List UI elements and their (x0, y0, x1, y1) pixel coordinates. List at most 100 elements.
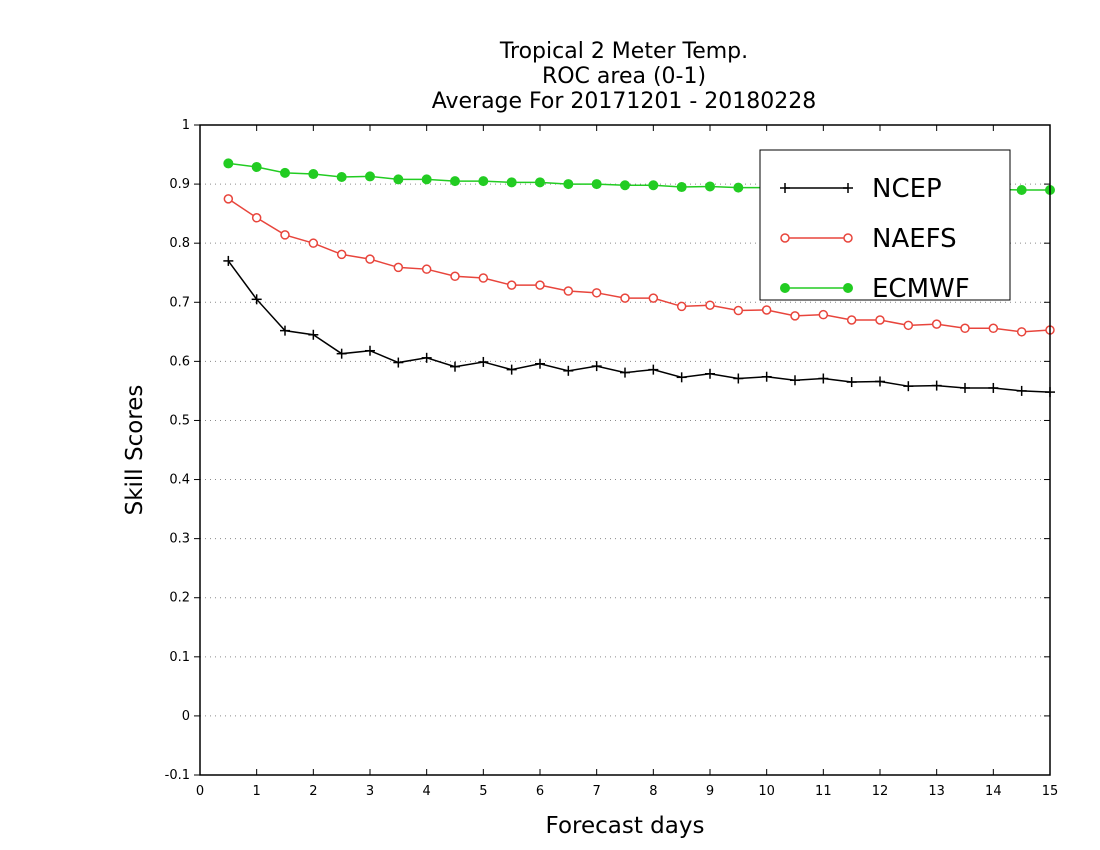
data-point-ncep (960, 382, 970, 393)
data-point-naefs (591, 288, 602, 298)
x-tick-label: 9 (706, 784, 714, 799)
data-point-naefs (308, 238, 319, 248)
legend-marker (780, 283, 790, 293)
x-tick-label: 10 (758, 784, 775, 799)
data-point-ncep (790, 375, 800, 386)
data-point-ncep (478, 356, 489, 367)
series-naefs (223, 194, 1055, 337)
data-point-ncep (818, 373, 829, 384)
x-tick-label: 14 (985, 784, 1002, 799)
y-tick-label: 0.7 (169, 295, 190, 310)
data-point-ncep (620, 367, 630, 378)
data-point-ecmwf (676, 182, 687, 193)
legend-marker (843, 233, 853, 243)
data-point-naefs (393, 262, 404, 273)
data-point-ncep (535, 358, 545, 369)
x-tick-label: 15 (1042, 784, 1059, 799)
data-point-ecmwf (421, 174, 432, 185)
y-tick-label: -0.1 (165, 768, 190, 783)
data-point-naefs (421, 264, 432, 274)
legend-label-naefs: NAEFS (872, 224, 957, 254)
y-tick-label: 0.3 (169, 532, 190, 547)
data-point-ncep (705, 368, 715, 379)
data-point-ecmwf (393, 174, 404, 185)
legend-item-naefs: NAEFS (780, 224, 957, 254)
data-point-ecmwf (591, 179, 602, 190)
x-tick-label: 8 (649, 784, 657, 799)
series-ncep (223, 255, 1055, 398)
data-point-ncep (365, 345, 375, 356)
data-point-ecmwf (280, 167, 290, 178)
x-axis-label: Forecast days (546, 813, 705, 839)
data-point-ncep (251, 294, 262, 305)
data-point-naefs (676, 301, 687, 312)
legend-item-ecmwf: ECMWF (780, 274, 970, 304)
data-point-naefs (790, 311, 800, 321)
y-tick-label: 0.5 (169, 413, 190, 428)
data-point-ecmwf (223, 158, 234, 169)
data-point-ecmwf (365, 171, 375, 182)
data-point-naefs (818, 309, 829, 320)
x-tick-label: 3 (366, 784, 374, 799)
data-point-ncep (393, 357, 404, 368)
legend-label-ecmwf: ECMWF (872, 274, 970, 304)
x-tick-label: 13 (928, 784, 945, 799)
x-tick-label: 12 (872, 784, 889, 799)
data-point-ncep (903, 381, 914, 392)
y-tick-label: 0.1 (169, 650, 190, 665)
data-point-naefs (875, 315, 885, 325)
x-tick-label: 5 (479, 784, 487, 799)
data-point-ncep (761, 371, 772, 382)
data-point-ncep (308, 329, 319, 340)
legend-marker (843, 283, 853, 293)
y-tick-label: 0.6 (169, 354, 190, 369)
x-axis-ticks: 0 1 2 3 4 5 6 7 8 9 10 11 12 13 14 15 (196, 125, 1058, 799)
x-tick-label: 6 (536, 784, 544, 799)
data-point-naefs (648, 293, 659, 303)
data-point-ncep (1016, 385, 1027, 396)
x-tick-label: 1 (253, 784, 261, 799)
data-point-naefs (251, 213, 262, 223)
data-point-ecmwf (251, 161, 262, 172)
legend-item-ncep: NCEP (780, 174, 942, 204)
data-point-naefs (988, 323, 999, 334)
data-point-ecmwf (336, 172, 347, 182)
legend-marker (843, 183, 853, 193)
x-tick-label: 4 (423, 784, 431, 799)
y-tick-label: 0.8 (169, 236, 190, 251)
data-point-naefs (280, 230, 290, 240)
data-point-naefs (506, 280, 517, 290)
data-point-ncep (506, 364, 517, 375)
data-point-naefs (450, 271, 460, 282)
data-point-ncep (450, 361, 460, 372)
x-tick-label: 11 (815, 784, 832, 799)
data-point-naefs (903, 320, 914, 331)
data-point-ncep (421, 352, 432, 363)
data-point-ecmwf (478, 176, 489, 187)
chart-title-line-2: ROC area (0-1) (542, 64, 706, 89)
data-point-ncep (846, 377, 857, 388)
data-point-ecmwf (450, 176, 460, 187)
data-point-ecmwf (535, 177, 545, 188)
data-point-naefs (478, 273, 489, 283)
chart-title-line-3: Average For 20171201 - 20180228 (432, 89, 817, 114)
data-point-ecmwf (620, 180, 630, 191)
data-point-naefs (223, 194, 234, 204)
y-tick-label: 0 (182, 709, 190, 724)
data-point-ncep (988, 382, 999, 393)
x-tick-label: 2 (309, 784, 317, 799)
data-point-ncep (223, 255, 234, 266)
y-axis-label: Skill Scores (122, 385, 148, 516)
data-point-ncep (931, 380, 942, 391)
y-tick-label: 1 (182, 118, 190, 133)
y-tick-label: 0.4 (169, 473, 190, 488)
y-tick-label: 0.2 (169, 591, 190, 606)
data-point-naefs (705, 300, 715, 310)
y-tick-label: 0.9 (169, 177, 190, 192)
data-point-naefs (535, 280, 545, 290)
data-point-ncep (648, 364, 659, 375)
data-point-naefs (365, 254, 375, 264)
data-point-naefs (733, 305, 744, 316)
data-point-naefs (931, 319, 942, 329)
